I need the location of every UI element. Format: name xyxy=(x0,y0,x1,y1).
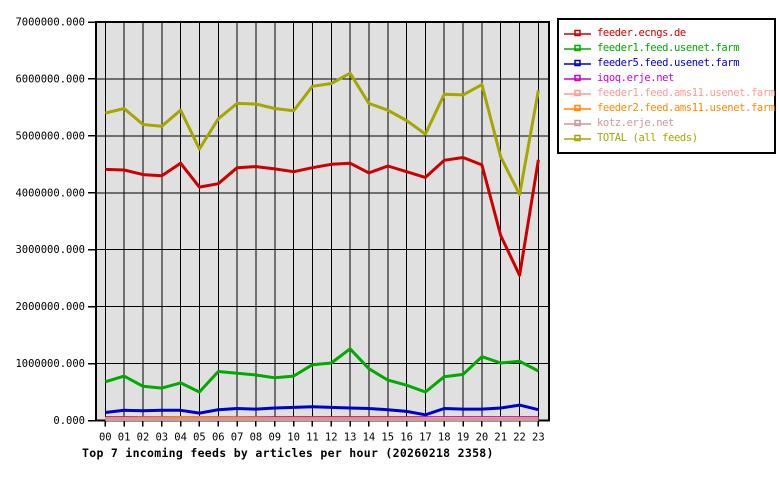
legend-item: feeder2.feed.ams11.usenet.farm xyxy=(564,101,775,116)
legend-line-marker-icon xyxy=(564,74,591,82)
x-tick-label: 18 xyxy=(438,432,451,444)
legend-label: feeder5.feed.usenet.farm xyxy=(597,57,740,69)
plot-area xyxy=(96,22,549,421)
legend-item: feeder1.feed.ams11.usenet.farm xyxy=(564,86,775,101)
x-tick-label: 09 xyxy=(268,432,281,444)
legend-line-marker-icon xyxy=(564,104,591,112)
legend-label: TOTAL (all feeds) xyxy=(597,132,698,144)
series-line-0 xyxy=(105,156,540,277)
x-tick-label: 19 xyxy=(457,432,470,444)
x-tick-label: 11 xyxy=(306,432,319,444)
legend-item: feeder1.feed.usenet.farm xyxy=(564,41,770,56)
chart-title: Top 7 incoming feeds by articles per hou… xyxy=(82,446,494,460)
series-line-7 xyxy=(104,71,540,196)
legend-item: feeder5.feed.usenet.farm xyxy=(564,56,770,71)
legend-item: kotz.erje.net xyxy=(564,116,770,131)
legend-label: feeder.ecngs.de xyxy=(597,27,686,39)
x-tick-label: 15 xyxy=(381,432,394,444)
legend-line-marker-icon xyxy=(564,59,591,67)
legend-label: feeder2.feed.ams11.usenet.farm xyxy=(597,102,775,114)
x-tick-label: 23 xyxy=(532,432,545,444)
legend-line-marker-icon xyxy=(564,29,591,37)
x-tick-label: 08 xyxy=(250,432,263,444)
legend: feeder.ecngs.de feeder1.feed.usenet.farm f… xyxy=(557,18,776,154)
x-tick-label: 16 xyxy=(400,432,413,444)
x-tick-label: 07 xyxy=(231,432,244,444)
y-tick-label: 4000000.000 xyxy=(15,187,85,199)
x-tick-label: 17 xyxy=(419,432,432,444)
x-tick-label: 12 xyxy=(325,432,338,444)
series-line-1 xyxy=(104,347,540,394)
x-tick-label: 02 xyxy=(137,432,150,444)
legend-line-marker-icon xyxy=(564,134,591,142)
y-tick-label: 5000000.000 xyxy=(15,130,85,142)
y-tick-label: 0.000 xyxy=(53,415,85,427)
x-tick-label: 10 xyxy=(287,432,300,444)
x-tick-label: 20 xyxy=(476,432,489,444)
x-tick-label: 04 xyxy=(174,432,187,444)
x-tick-label: 14 xyxy=(363,432,376,444)
x-tick-label: 03 xyxy=(155,432,168,444)
x-tick-label: 01 xyxy=(118,432,131,444)
legend-item: TOTAL (all feeds) xyxy=(564,131,770,146)
x-tick-label: 06 xyxy=(212,432,225,444)
x-tick-label: 05 xyxy=(193,432,206,444)
x-tick-label: 22 xyxy=(513,432,526,444)
y-tick-label: 6000000.000 xyxy=(15,73,85,85)
legend-label: iqoq.erje.net xyxy=(597,72,674,84)
legend-label: feeder1.feed.ams11.usenet.farm xyxy=(597,87,775,99)
legend-item: feeder.ecngs.de xyxy=(564,26,770,41)
y-tick-label: 7000000.000 xyxy=(15,17,85,29)
legend-line-marker-icon xyxy=(564,44,591,52)
legend-item: iqoq.erje.net xyxy=(564,71,770,86)
y-tick-label: 2000000.000 xyxy=(15,301,85,313)
x-tick-label: 13 xyxy=(344,432,357,444)
y-tick-label: 3000000.000 xyxy=(15,244,85,256)
x-tick-label: 00 xyxy=(99,432,112,444)
legend-line-marker-icon xyxy=(564,89,591,97)
y-tick-label: 1000000.000 xyxy=(15,358,85,370)
series-line-2 xyxy=(105,403,539,417)
legend-label: kotz.erje.net xyxy=(597,117,674,129)
legend-line-marker-icon xyxy=(564,119,591,127)
legend-label: feeder1.feed.usenet.farm xyxy=(597,42,740,54)
x-tick-label: 21 xyxy=(494,432,507,444)
